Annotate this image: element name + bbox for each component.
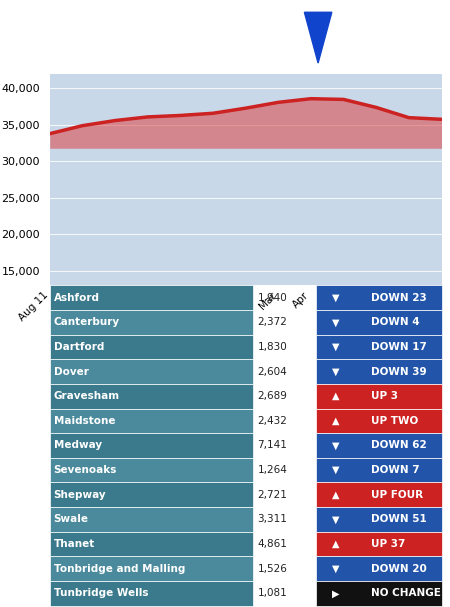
Text: 4,861: 4,861 <box>257 539 287 549</box>
Text: Maidstone: Maidstone <box>54 416 115 426</box>
FancyBboxPatch shape <box>316 285 441 310</box>
Text: Dartford: Dartford <box>54 342 104 352</box>
Text: DOWN 51: DOWN 51 <box>371 514 427 524</box>
Text: AUGUST 2012: 35,772: AUGUST 2012: 35,772 <box>58 46 246 61</box>
FancyBboxPatch shape <box>316 483 441 507</box>
Text: Swale: Swale <box>54 514 89 524</box>
Text: Canterbury: Canterbury <box>54 317 120 327</box>
Text: 1,081: 1,081 <box>257 588 287 599</box>
Text: ▼: ▼ <box>332 342 339 352</box>
Text: UP 37: UP 37 <box>371 539 405 549</box>
Text: ▼: ▼ <box>332 367 339 376</box>
Text: Ashford: Ashford <box>54 293 99 303</box>
Text: ▲: ▲ <box>332 416 339 426</box>
FancyBboxPatch shape <box>316 359 441 384</box>
FancyBboxPatch shape <box>50 310 253 334</box>
Text: 1,830: 1,830 <box>257 342 287 352</box>
FancyBboxPatch shape <box>50 384 253 409</box>
Text: Tonbridge and Malling: Tonbridge and Malling <box>54 564 185 574</box>
FancyBboxPatch shape <box>50 458 253 483</box>
FancyBboxPatch shape <box>50 334 253 359</box>
Text: 1,526: 1,526 <box>257 564 287 574</box>
Text: ▼: ▼ <box>332 293 339 303</box>
Text: 2,432: 2,432 <box>257 416 287 426</box>
FancyBboxPatch shape <box>50 581 253 606</box>
FancyBboxPatch shape <box>316 458 441 483</box>
Text: 2,689: 2,689 <box>257 392 287 401</box>
FancyBboxPatch shape <box>316 581 441 606</box>
FancyBboxPatch shape <box>316 532 441 557</box>
Text: ▲: ▲ <box>332 490 339 500</box>
FancyBboxPatch shape <box>50 285 253 310</box>
Text: DOWN 7: DOWN 7 <box>371 465 419 475</box>
FancyBboxPatch shape <box>50 532 253 557</box>
Text: Tunbridge Wells: Tunbridge Wells <box>54 588 148 599</box>
Text: Thanet: Thanet <box>54 539 95 549</box>
FancyBboxPatch shape <box>316 334 441 359</box>
Text: ▶: ▶ <box>332 588 339 599</box>
Text: DOWN: DOWN <box>332 19 387 35</box>
Text: ▼: ▼ <box>332 514 339 524</box>
Text: Medway: Medway <box>54 441 102 450</box>
FancyBboxPatch shape <box>50 507 253 532</box>
Text: UP 3: UP 3 <box>371 392 398 401</box>
Text: 2,721: 2,721 <box>257 490 287 500</box>
FancyBboxPatch shape <box>316 409 441 433</box>
FancyBboxPatch shape <box>50 433 253 458</box>
Text: UP TWO: UP TWO <box>371 416 418 426</box>
Text: NO CHANGE: NO CHANGE <box>371 588 441 599</box>
FancyBboxPatch shape <box>50 557 253 581</box>
Text: 1,940: 1,940 <box>257 293 287 303</box>
Text: DOWN 4: DOWN 4 <box>371 317 419 327</box>
Text: ▲: ▲ <box>332 392 339 401</box>
Text: UP FOUR: UP FOUR <box>371 490 423 500</box>
Text: ▼: ▼ <box>332 564 339 574</box>
Text: ▼: ▼ <box>332 317 339 327</box>
Text: 2,372: 2,372 <box>257 317 287 327</box>
Text: ▼: ▼ <box>332 465 339 475</box>
Text: Kent/Medway unemployed: Kent/Medway unemployed <box>58 19 224 33</box>
Text: DOWN 17: DOWN 17 <box>371 342 427 352</box>
Text: DOWN 23: DOWN 23 <box>371 293 427 303</box>
Text: DOWN 62: DOWN 62 <box>371 441 427 450</box>
FancyBboxPatch shape <box>316 557 441 581</box>
Text: Sevenoaks: Sevenoaks <box>54 465 117 475</box>
Text: DOWN 39: DOWN 39 <box>371 367 427 376</box>
Text: Gravesham: Gravesham <box>54 392 120 401</box>
Text: 3,311: 3,311 <box>257 514 287 524</box>
Text: 7,141: 7,141 <box>257 441 287 450</box>
Text: Shepway: Shepway <box>54 490 106 500</box>
FancyBboxPatch shape <box>316 310 441 334</box>
FancyBboxPatch shape <box>50 483 253 507</box>
Polygon shape <box>304 12 332 63</box>
Text: ▲: ▲ <box>332 539 339 549</box>
FancyBboxPatch shape <box>50 409 253 433</box>
Text: Dover: Dover <box>54 367 89 376</box>
FancyBboxPatch shape <box>50 359 253 384</box>
Text: 177: 177 <box>356 46 387 61</box>
FancyBboxPatch shape <box>316 384 441 409</box>
FancyBboxPatch shape <box>316 507 441 532</box>
Text: ▼: ▼ <box>332 441 339 450</box>
Text: 1,264: 1,264 <box>257 465 287 475</box>
Text: 2,604: 2,604 <box>257 367 287 376</box>
FancyBboxPatch shape <box>316 433 441 458</box>
Text: DOWN 20: DOWN 20 <box>371 564 427 574</box>
